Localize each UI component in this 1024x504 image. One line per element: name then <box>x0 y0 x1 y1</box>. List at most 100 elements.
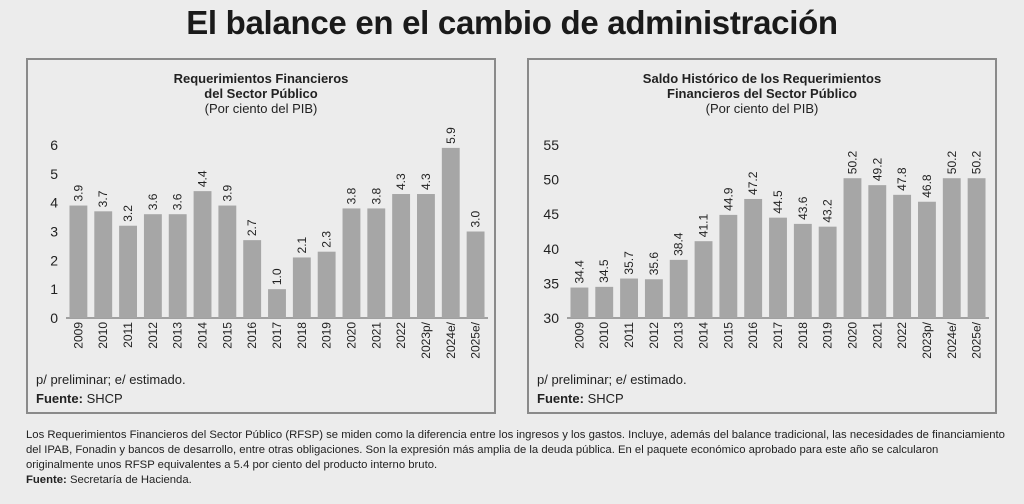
chart-title: Saldo Histórico de los Requerimientos <box>642 71 882 86</box>
data-label: 3.9 <box>220 185 234 202</box>
x-tick-label: 2014 <box>196 322 210 349</box>
source-label: Fuente: <box>36 391 83 406</box>
bar <box>868 185 887 318</box>
y-tick-label: 55 <box>543 137 559 153</box>
data-label: 3.9 <box>71 185 85 202</box>
bar <box>317 251 336 318</box>
bar <box>694 241 713 318</box>
bar <box>417 194 435 318</box>
data-label: 3.8 <box>344 187 358 204</box>
x-tick-label: 2022 <box>895 322 909 349</box>
data-label: 4.3 <box>419 173 433 190</box>
chart-panel-rfsp: Requerimientos Financieros del Sector Pú… <box>26 58 496 414</box>
source-value: SHCP <box>587 391 624 406</box>
chart-saldo-historico: 30 35 40 45 50 55 34.4 2009 34.5 2010 35.7 2011 35.6… <box>543 137 989 359</box>
x-tick-label: 2023p/ <box>419 321 433 358</box>
bar <box>967 178 986 318</box>
data-label: 47.8 <box>895 167 909 191</box>
data-label: 3.0 <box>469 210 483 227</box>
bar <box>793 223 812 318</box>
chart-title-line2: Financieros del Sector Público <box>667 86 857 101</box>
y-tick-label: 40 <box>543 241 559 257</box>
bar <box>193 191 212 318</box>
x-tick-label: 2025e/ <box>970 321 984 358</box>
data-label: 38.4 <box>672 232 686 256</box>
x-tick-label: 2023p/ <box>920 321 934 358</box>
x-tick-label: 2021 <box>369 322 383 349</box>
x-tick-label: 2014 <box>697 322 711 349</box>
x-tick-label: 2016 <box>245 322 259 349</box>
chart-note: p/ preliminar; e/ estimado. <box>537 372 687 387</box>
chart-note: p/ preliminar; e/ estimado. <box>36 372 186 387</box>
x-tick-label: 2025e/ <box>469 321 483 358</box>
data-label: 2.1 <box>295 236 309 253</box>
x-tick-label: 2020 <box>845 322 859 349</box>
y-tick-label: 6 <box>50 137 58 153</box>
x-tick-label: 2018 <box>796 322 810 349</box>
bar <box>218 205 237 318</box>
x-tick-label: 2024e/ <box>945 321 959 358</box>
bar <box>644 279 663 318</box>
x-tick-label: 2020 <box>344 322 358 349</box>
bar <box>769 217 787 318</box>
chart-title-block: Requerimientos Financieros del Sector Pú… <box>28 71 494 116</box>
data-label: 46.8 <box>920 174 934 198</box>
x-tick-label: 2013 <box>171 322 185 349</box>
bar <box>69 205 88 318</box>
chart-title: Requerimientos Financieros <box>173 71 349 86</box>
x-tick-label: 2021 <box>870 322 884 349</box>
y-tick-label: 3 <box>50 224 58 240</box>
x-tick-label: 2019 <box>320 322 334 349</box>
x-tick-label: 2019 <box>821 322 835 349</box>
x-tick-label: 2017 <box>270 322 284 349</box>
data-label: 47.2 <box>746 171 760 195</box>
chart-source: Fuente: SHCP <box>537 391 624 406</box>
bar <box>669 259 688 318</box>
data-label: 5.9 <box>444 127 458 144</box>
x-tick-label: 2011 <box>622 322 636 348</box>
x-tick-label: 2016 <box>746 322 760 349</box>
x-tick-label: 2011 <box>121 322 135 348</box>
bar <box>143 214 162 318</box>
x-tick-label: 2018 <box>295 322 309 349</box>
x-tick-label: 2012 <box>647 322 661 349</box>
data-label: 35.7 <box>622 251 636 275</box>
headline: El balance en el cambio de administració… <box>186 4 838 41</box>
bar <box>168 214 187 318</box>
chart-title-block: Saldo Histórico de los Requerimientos Fi… <box>529 71 995 116</box>
y-tick-label: 30 <box>543 310 559 326</box>
bar <box>818 226 837 318</box>
bar <box>292 257 311 318</box>
bar <box>392 194 411 318</box>
data-label: 4.3 <box>394 173 408 190</box>
data-label: 34.4 <box>572 260 586 284</box>
data-label: 41.1 <box>697 214 711 238</box>
x-tick-label: 2013 <box>672 322 686 349</box>
x-tick-label: 2010 <box>597 322 611 349</box>
x-tick-label: 2017 <box>771 322 785 349</box>
x-tick-label: 2015 <box>220 322 234 349</box>
data-label: 2.3 <box>320 231 334 248</box>
chart-panel-saldo-historico: Saldo Histórico de los Requerimientos Fi… <box>527 58 997 414</box>
y-tick-label: 5 <box>50 166 58 182</box>
data-label: 35.6 <box>647 252 661 276</box>
bar <box>918 201 936 318</box>
data-label: 3.8 <box>369 187 383 204</box>
footer-source-label: Fuente: <box>26 474 67 486</box>
y-tick-label: 2 <box>50 252 58 268</box>
source-value: SHCP <box>86 391 123 406</box>
x-tick-label: 2012 <box>146 322 160 349</box>
data-label: 3.2 <box>121 205 135 222</box>
y-tick-label: 45 <box>543 206 559 222</box>
data-label: 43.6 <box>796 196 810 220</box>
data-label: 4.4 <box>196 170 210 187</box>
chart-subtitle: (Por ciento del PIB) <box>705 101 819 116</box>
data-label: 44.9 <box>721 187 735 211</box>
y-tick-label: 0 <box>50 310 58 326</box>
data-label: 43.2 <box>821 199 835 223</box>
bar <box>243 240 262 318</box>
bar <box>595 286 614 318</box>
data-label: 3.7 <box>96 190 110 207</box>
footer-text: Los Requerimientos Financieros del Secto… <box>26 429 1005 471</box>
data-label: 2.7 <box>245 219 259 236</box>
